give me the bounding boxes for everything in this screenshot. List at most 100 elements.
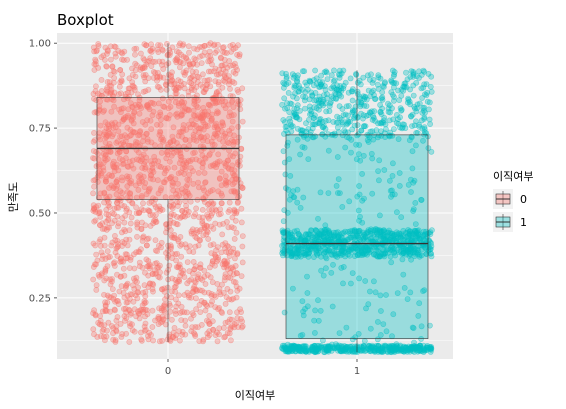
jitter-point <box>152 216 159 223</box>
jitter-point <box>215 188 222 195</box>
jitter-point <box>118 49 125 56</box>
jitter-point <box>331 77 338 84</box>
jitter-point <box>97 122 104 129</box>
jitter-point <box>411 339 417 346</box>
jitter-point <box>170 124 177 131</box>
jitter-point <box>138 306 145 313</box>
jitter-point <box>91 61 98 68</box>
jitter-point <box>134 224 141 231</box>
jitter-point <box>101 277 108 284</box>
jitter-point <box>348 88 355 95</box>
jitter-point <box>296 116 303 123</box>
jitter-point <box>284 100 290 106</box>
jitter-point <box>231 235 238 242</box>
jitter-point <box>120 160 127 167</box>
jitter-point <box>382 126 389 133</box>
jitter-point <box>228 48 234 55</box>
jitter-point <box>213 89 220 95</box>
jitter-point <box>207 83 214 90</box>
jitter-point <box>308 111 315 117</box>
jitter-point <box>129 79 136 85</box>
jitter-point <box>199 71 206 78</box>
jitter-point <box>206 48 213 55</box>
jitter-point <box>390 126 397 133</box>
jitter-point <box>134 219 141 226</box>
jitter-point <box>161 308 168 315</box>
jitter-point <box>144 311 151 318</box>
y-axis-title: 만족도 <box>7 182 20 212</box>
jitter-point <box>363 103 370 109</box>
jitter-point <box>182 317 189 324</box>
jitter-point <box>344 129 351 136</box>
jitter-point <box>318 72 324 79</box>
jitter-point <box>101 242 108 249</box>
jitter-point <box>239 118 246 125</box>
jitter-point <box>94 333 101 340</box>
jitter-point <box>205 289 212 296</box>
jitter-point <box>393 120 400 126</box>
jitter-point <box>105 211 112 218</box>
jitter-point <box>140 55 147 62</box>
jitter-point <box>146 199 153 206</box>
jitter-point <box>186 49 192 56</box>
jitter-point <box>156 84 162 91</box>
jitter-point <box>280 148 287 155</box>
jitter-point <box>112 44 119 50</box>
jitter-point <box>108 323 115 329</box>
jitter-point <box>154 73 161 80</box>
jitter-point <box>205 58 212 65</box>
jitter-point <box>225 208 232 215</box>
jitter-point <box>238 273 245 279</box>
jitter-point <box>170 234 177 241</box>
jitter-point <box>146 261 153 268</box>
jitter-point <box>211 141 218 148</box>
jitter-point <box>385 109 392 115</box>
jitter-point <box>209 279 216 286</box>
jitter-point <box>198 134 205 141</box>
jitter-point <box>165 60 172 67</box>
jitter-point <box>182 241 189 248</box>
jitter-point <box>226 73 232 79</box>
jitter-point <box>205 215 212 222</box>
jitter-point <box>135 186 142 193</box>
jitter-point <box>239 259 246 266</box>
jitter-point <box>119 71 126 78</box>
jitter-point <box>196 157 203 164</box>
jitter-point <box>129 65 135 72</box>
jitter-point <box>164 41 170 47</box>
legend-label: 0 <box>520 193 527 206</box>
jitter-point <box>335 90 342 97</box>
jitter-point <box>398 92 405 99</box>
jitter-point <box>171 164 178 171</box>
jitter-point <box>156 338 163 345</box>
jitter-point <box>404 76 411 83</box>
jitter-point <box>219 231 226 238</box>
jitter-point <box>168 316 175 323</box>
jitter-point <box>204 81 211 88</box>
jitter-point <box>103 63 110 70</box>
jitter-point <box>194 46 201 53</box>
jitter-point <box>206 264 213 271</box>
jitter-point <box>288 101 295 107</box>
jitter-point <box>325 348 332 355</box>
jitter-point <box>371 348 378 354</box>
jitter-point <box>235 123 242 130</box>
jitter-point <box>130 120 137 127</box>
jitter-point <box>239 323 246 330</box>
jitter-point <box>283 70 289 77</box>
jitter-point <box>233 270 240 277</box>
jitter-point <box>211 68 217 75</box>
jitter-point <box>110 330 116 337</box>
jitter-point <box>143 242 150 249</box>
jitter-point <box>397 105 404 111</box>
jitter-point <box>122 251 129 257</box>
jitter-point <box>367 128 374 135</box>
jitter-point <box>137 50 144 57</box>
jitter-point <box>279 229 286 236</box>
y-tick-label: 0.25 <box>29 293 51 304</box>
jitter-point <box>280 218 287 225</box>
jitter-point <box>199 164 206 171</box>
jitter-point <box>175 238 182 245</box>
jitter-point <box>131 306 138 313</box>
jitter-point <box>90 202 97 209</box>
